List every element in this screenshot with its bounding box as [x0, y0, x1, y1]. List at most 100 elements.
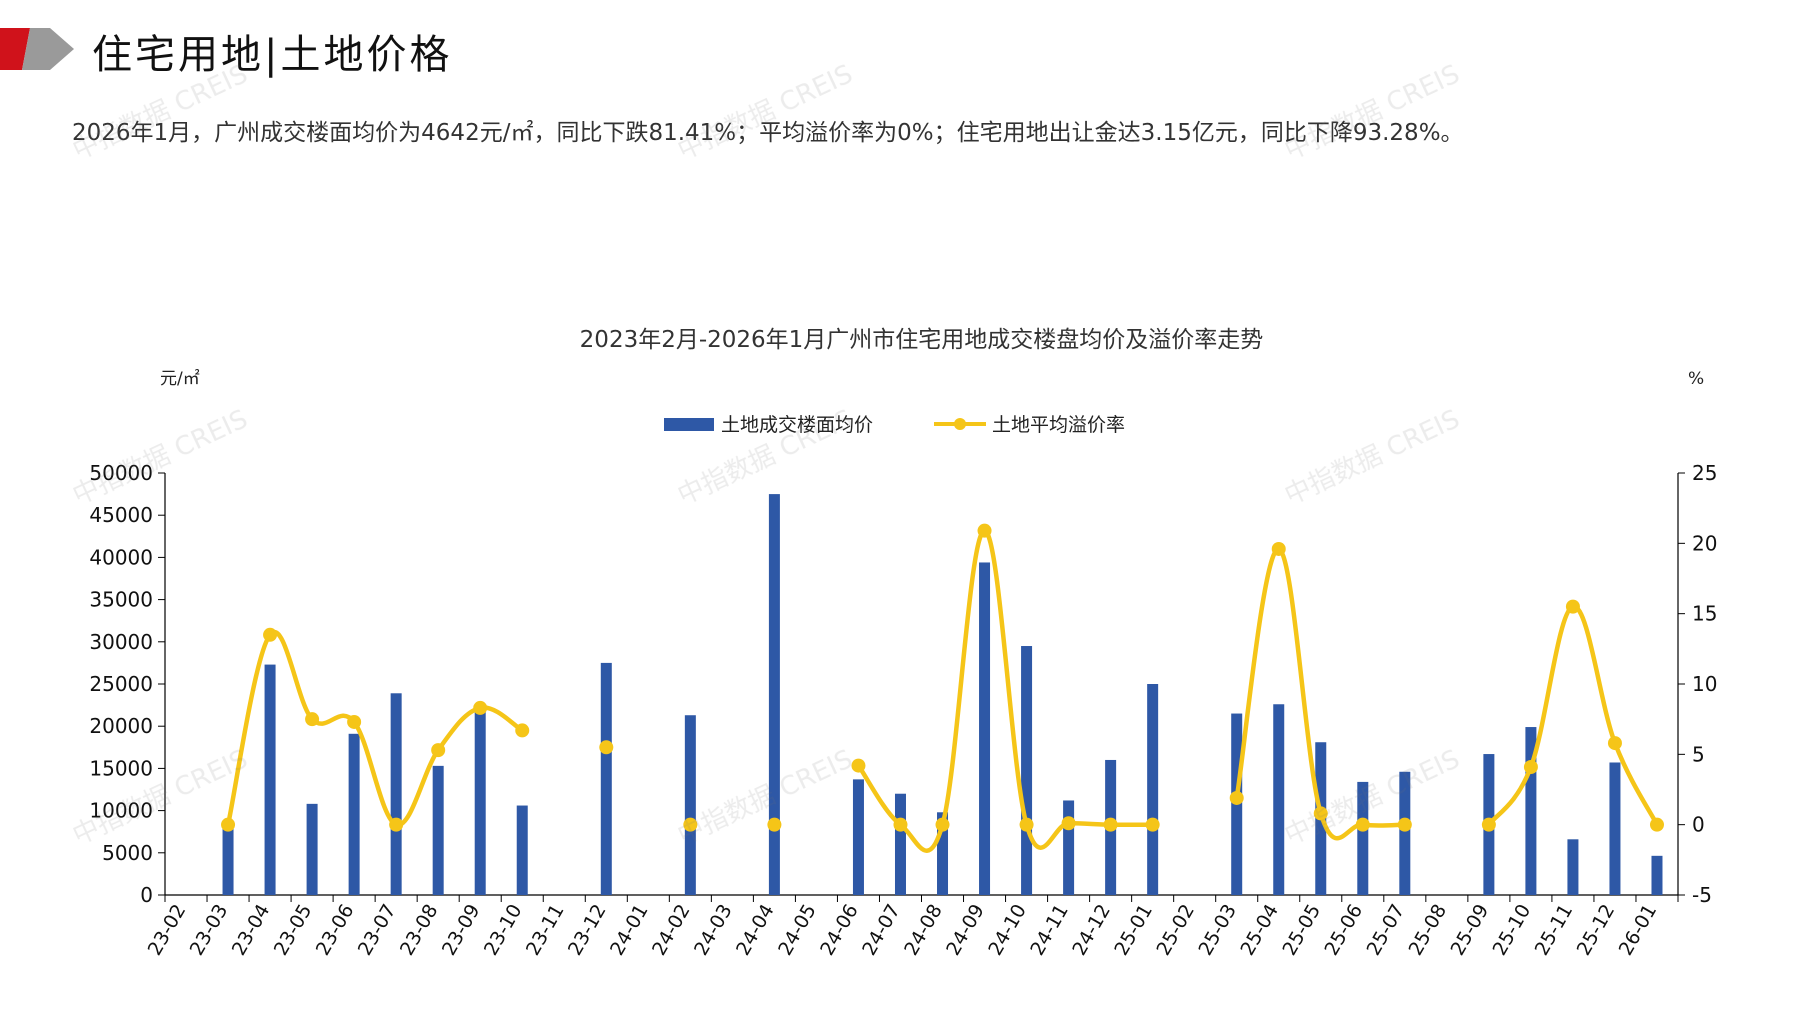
x-tick-label: 24-02: [648, 901, 695, 960]
premium-rate-point: [305, 712, 320, 727]
premium-rate-point: [263, 627, 278, 642]
premium-rate-point: [1103, 817, 1118, 832]
bar: [768, 494, 780, 895]
premium-rate-point: [1649, 817, 1664, 832]
premium-rate-point: [473, 700, 488, 715]
left-tick-label: 10000: [89, 799, 153, 823]
premium-rate-point: [221, 817, 236, 832]
x-tick-label: 24-08: [900, 901, 947, 960]
premium-rate-point: [389, 817, 404, 832]
bar: [264, 664, 276, 895]
bar: [1399, 771, 1411, 895]
x-tick-label: 23-06: [312, 901, 359, 960]
x-tick-label: 24-01: [606, 901, 653, 960]
brand-logo: [0, 28, 74, 70]
legend-bar-label: 土地成交楼面均价: [721, 414, 873, 436]
x-tick-label: 24-11: [1026, 901, 1073, 960]
right-tick-label: 5: [1692, 742, 1705, 766]
premium-rate-point: [1523, 759, 1538, 774]
watermark-text: 中指数据 CREIS: [68, 59, 252, 166]
premium-rate-line: [225, 629, 525, 827]
watermark-text: 中指数据 CREIS: [1280, 744, 1464, 851]
left-tick-label: 50000: [89, 461, 153, 485]
watermark-text: 中指数据 CREIS: [673, 59, 857, 166]
x-tick-label: 23-10: [480, 901, 527, 960]
x-tick-label: 25-11: [1531, 901, 1578, 960]
summary-text: 2026年1月，广州成交楼面均价为4642元/㎡，同比下跌81.41%；平均溢价…: [72, 120, 1464, 146]
bar: [1567, 839, 1579, 895]
premium-rate-point: [1019, 817, 1034, 832]
left-tick-label: 30000: [89, 630, 153, 654]
x-tick-label: 24-09: [942, 901, 989, 960]
x-tick-label: 23-04: [228, 901, 275, 960]
x-tick-label: 24-06: [816, 901, 863, 960]
premium-rate-point: [683, 817, 698, 832]
bar: [852, 779, 864, 895]
bar: [979, 562, 991, 895]
watermark-text: 中指数据 CREIS: [1280, 59, 1464, 166]
x-tick-label: 23-02: [144, 901, 191, 960]
left-tick-label: 15000: [89, 756, 153, 780]
right-tick-label: -5: [1692, 883, 1712, 907]
premium-rate-point: [1061, 816, 1076, 831]
premium-rate-point: [515, 723, 530, 738]
premium-rate-point: [1397, 817, 1412, 832]
bar: [684, 715, 696, 895]
x-tick-label: 23-09: [438, 901, 485, 960]
x-tick-label: 24-05: [774, 901, 821, 960]
left-tick-label: 0: [140, 883, 153, 907]
left-tick-label: 35000: [89, 588, 153, 612]
x-tick-label: 25-01: [1110, 901, 1157, 960]
legend-line-marker: [954, 418, 966, 430]
premium-rate-line: [1486, 604, 1660, 827]
bar: [1063, 800, 1075, 895]
premium-rate-point: [851, 758, 866, 773]
watermark-text: 中指数据 CREIS: [1280, 404, 1464, 511]
bar: [432, 765, 444, 895]
premium-rate-point: [347, 714, 362, 729]
premium-rate-point: [1481, 817, 1496, 832]
left-axis-unit: 元/㎡: [160, 369, 200, 389]
right-tick-label: 10: [1692, 672, 1717, 696]
x-tick-label: 26-01: [1615, 901, 1662, 960]
bar: [306, 803, 318, 895]
x-tick-label: 24-10: [984, 901, 1031, 960]
left-tick-label: 20000: [89, 714, 153, 738]
premium-rate-point: [893, 817, 908, 832]
bar: [600, 662, 612, 895]
x-tick-label: 23-05: [270, 901, 317, 960]
bar: [390, 693, 402, 895]
bar: [348, 733, 360, 895]
x-tick-label: 25-03: [1194, 901, 1241, 960]
x-tick-label: 23-12: [564, 901, 611, 960]
bar: [1651, 855, 1663, 895]
x-tick-label: 25-12: [1573, 901, 1620, 960]
premium-rate-point: [1607, 736, 1622, 751]
premium-rate-point: [977, 523, 992, 538]
right-tick-label: 0: [1692, 813, 1705, 837]
bar: [1273, 704, 1285, 895]
x-tick-label: 25-07: [1362, 901, 1409, 960]
right-tick-label: 25: [1692, 461, 1717, 485]
x-tick-label: 25-02: [1152, 901, 1199, 960]
premium-rate-point: [431, 743, 446, 758]
watermarks: 中指数据 CREIS 中指数据 CREIS 中指数据 CREIS 中指数据 CREIS…: [68, 59, 1464, 851]
premium-rate-point: [1313, 806, 1328, 821]
left-tick-label: 45000: [89, 503, 153, 527]
x-tick-label: 23-08: [396, 901, 443, 960]
x-tick-label: 25-10: [1489, 901, 1536, 960]
x-tick-label: 25-08: [1405, 901, 1452, 960]
bar: [222, 822, 234, 895]
premium-rate-point: [1271, 541, 1286, 556]
bar: [894, 793, 906, 895]
bar: [1525, 727, 1537, 895]
x-tick-label: 23-07: [354, 901, 401, 960]
x-tick-label: 25-09: [1447, 901, 1494, 960]
right-tick-label: 15: [1692, 602, 1717, 626]
left-tick-label: 40000: [89, 545, 153, 569]
legend-bar-swatch: [664, 418, 714, 431]
bar: [1147, 684, 1159, 895]
premium-rate-point: [767, 817, 782, 832]
left-tick-label: 5000: [102, 841, 153, 865]
